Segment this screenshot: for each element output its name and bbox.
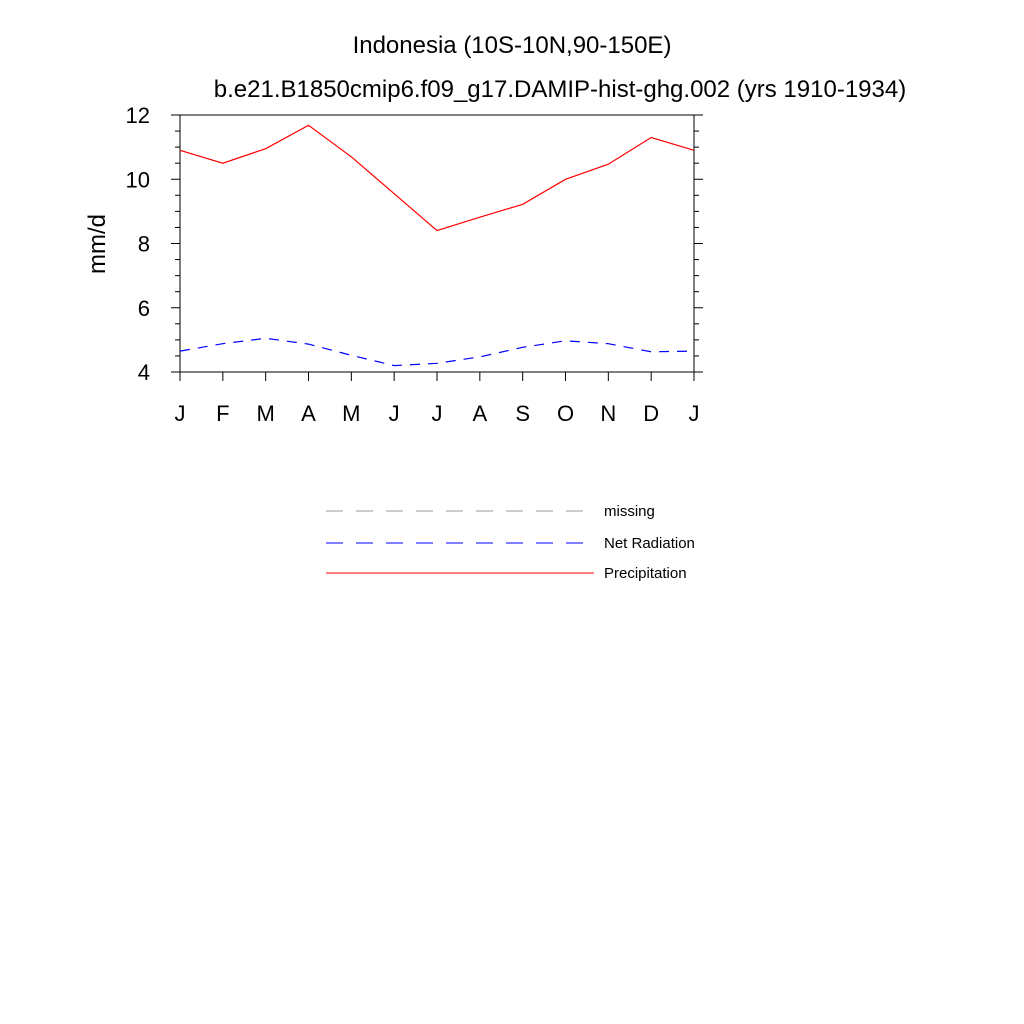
x-tick-label: J xyxy=(175,401,186,426)
y-tick-label: 6 xyxy=(138,296,150,321)
chart-title: Indonesia (10S-10N,90-150E) xyxy=(353,32,672,59)
y-axis-label: mm/d xyxy=(84,214,111,274)
legend-label-missing: missing xyxy=(604,503,655,520)
x-tick-label: M xyxy=(342,401,360,426)
x-tick-label: M xyxy=(257,401,275,426)
series-line-net-radiation xyxy=(179,337,695,367)
plot-frame xyxy=(179,114,695,373)
x-tick-label: O xyxy=(557,401,574,426)
series-line-precipitation xyxy=(179,124,695,232)
chart-subtitle: b.e21.B1850cmip6.f09_g17.DAMIP-hist-ghg.… xyxy=(214,76,906,103)
axis-ticks xyxy=(171,114,703,381)
y-tick-label: 4 xyxy=(138,360,150,385)
legend-label-precipitation: Precipitation xyxy=(604,565,687,582)
legend-label-net-radiation: Net Radiation xyxy=(604,535,695,552)
x-tick-label: F xyxy=(216,401,229,426)
x-tick-label: A xyxy=(472,401,487,426)
legend: missing Net Radiation Precipitation xyxy=(326,503,695,582)
series-lines xyxy=(179,124,695,367)
x-tick-label: A xyxy=(301,401,316,426)
y-tick-label: 10 xyxy=(126,167,150,192)
x-tick-label: J xyxy=(432,401,443,426)
x-tick-label: S xyxy=(515,401,530,426)
x-tick-label: D xyxy=(643,401,659,426)
x-tick-label: J xyxy=(389,401,400,426)
x-tick-label: J xyxy=(689,401,700,426)
y-tick-label: 12 xyxy=(126,103,150,128)
y-tick-label: 8 xyxy=(138,232,150,257)
x-tick-label: N xyxy=(600,401,616,426)
